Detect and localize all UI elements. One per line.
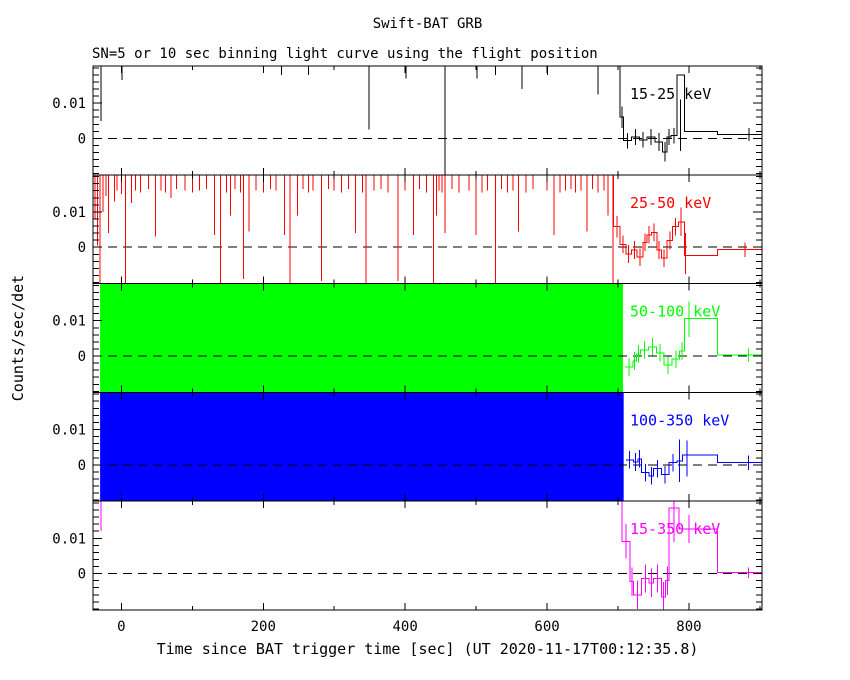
panel-100-350-keV [93,392,762,502]
chart-subtitle: SN=5 or 10 sec binning light curve using… [92,46,598,62]
panel-label: 100-350 keV [630,411,729,429]
light-curve-step [625,454,762,477]
panel-25-50-keV [93,174,762,284]
panel-label: 15-350 keV [630,520,720,538]
light-curve-step [613,174,762,259]
panel-label: 50-100 keV [630,303,720,321]
light-curve-step [621,501,762,598]
x-tick-label: 200 [251,619,276,635]
x-tick-label: 0 [117,619,125,635]
y-tick-label: 0.01 [52,96,86,112]
y-tick-label: 0.01 [52,422,86,438]
y-tick-label: 0.01 [52,205,86,221]
panel-15-350-keV [93,501,762,611]
panel-label: 25-50 keV [630,194,711,212]
y-tick-label: 0.01 [52,314,86,330]
y-tick-label: 0 [78,349,86,365]
panel-label: 15-25 keV [630,85,711,103]
panel-50-100-keV [93,283,762,393]
light-curve-step [619,66,762,153]
light-curve-step [625,318,762,368]
y-tick-label: 0 [78,131,86,147]
saturated-fill-block [100,283,623,393]
y-tick-label: 0 [78,240,86,256]
x-tick-label: 600 [534,619,559,635]
panel-15-25-keV [93,66,762,175]
chart-title: Swift-BAT GRB [372,16,483,32]
x-tick-label: 400 [393,619,418,635]
y-tick-label: 0 [78,567,86,583]
x-axis-label: Time since BAT trigger time [sec] (UT 20… [156,640,699,658]
panel-border [92,500,763,611]
y-tick-label: 0 [78,458,86,474]
saturated-fill-block [100,392,624,502]
y-tick-label: 0.01 [52,531,86,547]
panel-border [92,65,763,176]
panel-border [92,174,763,285]
x-tick-label: 800 [676,619,701,635]
